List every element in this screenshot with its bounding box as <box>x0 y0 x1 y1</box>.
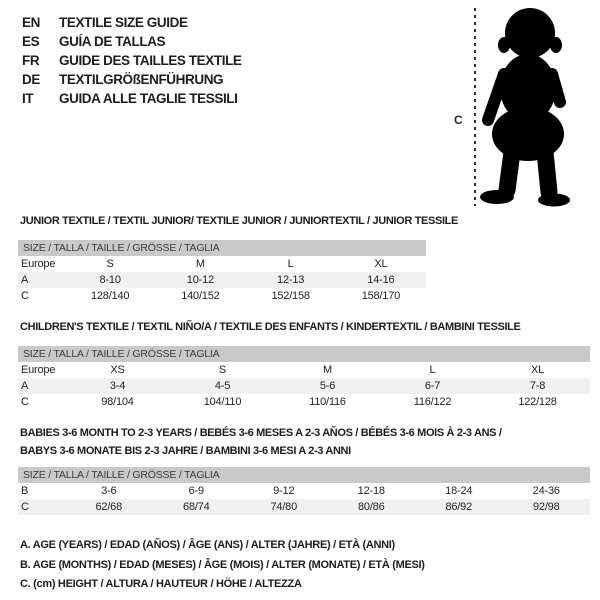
table-cell: 98/104 <box>101 396 134 408</box>
table-cell: 24-36 <box>532 485 560 497</box>
language-label: GUIDE DES TAILLES TEXTILE <box>59 53 242 68</box>
row-label: Europe <box>21 364 56 376</box>
table-cell: S <box>218 364 227 376</box>
table-cell: M <box>323 364 332 376</box>
language-code: FR <box>22 53 40 68</box>
language-code: ES <box>22 34 40 49</box>
row-label: C <box>21 396 29 408</box>
table-cell: 3-6 <box>101 485 117 497</box>
table-cell: 116/122 <box>413 396 452 408</box>
table-cell: 152/158 <box>271 290 310 302</box>
row-label: C <box>21 501 29 513</box>
table-cell: 12-18 <box>357 485 385 497</box>
language-row-fr: FR GUIDE DES TAILLES TEXTILE <box>22 51 242 70</box>
table-cell: 128/140 <box>90 290 130 302</box>
table-cell: 8-10 <box>99 274 121 286</box>
babies-size-table: SIZE / TALLA / TAILLE / GRÖSSE / TAGLIA B… <box>18 467 590 515</box>
language-code: DE <box>22 72 40 87</box>
table-cell: L <box>287 258 294 270</box>
table-cell: XL <box>530 364 545 376</box>
table-cell: XS <box>110 364 125 376</box>
size-table-header: SIZE / TALLA / TAILLE / GRÖSSE / TAGLIA <box>18 346 590 362</box>
children-size-table: SIZE / TALLA / TAILLE / GRÖSSE / TAGLIA E… <box>18 346 590 410</box>
row-label: C <box>21 290 29 302</box>
baby-silhouette-icon <box>480 8 570 207</box>
table-cell: S <box>106 258 114 270</box>
table-row-c: C 128/140 140/152 152/158 158/170 <box>18 288 426 304</box>
table-cell: 62/68 <box>95 501 123 513</box>
table-cell: 9-12 <box>273 485 295 497</box>
row-label: B <box>21 485 29 497</box>
baby-silhouette-graphic: C <box>454 8 570 207</box>
legend-line-b: B. AGE (MONTHS) / EDAD (MESES) / ÂGE (MO… <box>20 558 425 571</box>
table-cell: 6-7 <box>424 380 441 392</box>
measure-code-legend: A. AGE (YEARS) / EDAD (AÑOS) / ÂGE (ANS)… <box>20 536 425 595</box>
table-cell: XL <box>374 258 388 270</box>
table-cell: 86/92 <box>445 501 473 513</box>
table-cell: 92/98 <box>532 501 560 513</box>
table-cell: 104/110 <box>203 396 242 408</box>
row-label: A <box>21 274 29 286</box>
language-row-de: DE TEXTILGRÖßENFÜHRUNG <box>22 70 242 89</box>
table-cell: L <box>429 364 436 376</box>
row-label: Europe <box>21 258 56 270</box>
table-cell: 7-8 <box>529 380 546 392</box>
table-cell: 80/86 <box>357 501 385 513</box>
section-babies-textile: BABIES 3-6 MONTH TO 2-3 YEARS / BEBÉS 3-… <box>18 424 590 515</box>
table-row-europe: Europe S M L XL <box>18 256 426 272</box>
section-title-line: JUNIOR TEXTILE / TEXTIL JUNIOR/ TEXTILE … <box>20 215 459 227</box>
row-label: A <box>21 380 29 392</box>
language-code: EN <box>22 15 40 30</box>
table-row-europe: Europe XS S M L XL <box>18 362 590 378</box>
legend-line-c: C. (cm) HEIGHT / ALTURA / HAUTEUR / HÖHE… <box>20 578 302 590</box>
language-label: TEXTILGRÖßENFÜHRUNG <box>59 72 224 87</box>
table-row-c: C 62/68 68/74 74/80 80/86 86/92 92/98 <box>18 499 590 515</box>
table-row-c: C 98/104 104/110 110/116 116/122 122/128 <box>18 394 590 410</box>
language-row-en: EN TEXTILE SIZE GUIDE <box>22 13 242 32</box>
language-guide: EN TEXTILE SIZE GUIDE ES GUÍA DE TALLAS FR GU… <box>22 13 242 108</box>
section-title: CHILDREN'S TEXTILE / TEXTIL NIÑO/A / TEX… <box>18 318 590 336</box>
table-row-a: A 3-4 4-5 5-6 6-7 7-8 <box>18 378 590 394</box>
table-cell: 122/128 <box>518 396 557 408</box>
junior-size-table: SIZE / TALLA / TAILLE / GRÖSSE / TAGLIA E… <box>18 240 426 304</box>
table-cell: M <box>195 258 205 270</box>
table-row-a: A 8-10 10-12 12-13 14-16 <box>18 272 426 288</box>
table-cell: 68/74 <box>182 501 210 513</box>
table-cell: 140/152 <box>181 290 220 302</box>
section-title-line: BABIES 3-6 MONTH TO 2-3 YEARS / BEBÉS 3-… <box>20 427 502 439</box>
table-cell: 110/116 <box>309 396 346 408</box>
size-table-header: SIZE / TALLA / TAILLE / GRÖSSE / TAGLIA <box>18 240 426 256</box>
table-cell: 158/170 <box>361 290 401 302</box>
size-table-header: SIZE / TALLA / TAILLE / GRÖSSE / TAGLIA <box>18 467 590 483</box>
language-label: GUÍA DE TALLAS <box>59 34 166 49</box>
section-title-line: BABYS 3-6 MONATE BIS 2-3 JAHRE / BAMBINI… <box>20 445 351 457</box>
language-row-es: ES GUÍA DE TALLAS <box>22 32 242 51</box>
table-row-b: B 3-6 6-9 9-12 12-18 18-24 24-36 <box>18 483 590 499</box>
section-title: JUNIOR TEXTILE / TEXTIL JUNIOR/ TEXTILE … <box>18 212 458 230</box>
language-label: GUIDA ALLE TAGLIE TESSILI <box>59 91 238 106</box>
table-cell: 4-5 <box>214 380 231 392</box>
language-code: IT <box>22 91 34 106</box>
language-label: TEXTILE SIZE GUIDE <box>59 15 188 30</box>
table-cell: 6-9 <box>188 485 205 497</box>
section-title: BABIES 3-6 MONTH TO 2-3 YEARS / BEBÉS 3-… <box>18 424 590 460</box>
table-cell: 12-13 <box>277 274 305 286</box>
baby-height-figure: C <box>450 0 600 210</box>
table-cell: 74/80 <box>270 501 298 513</box>
section-children-textile: CHILDREN'S TEXTILE / TEXTIL NIÑO/A / TEX… <box>18 318 590 410</box>
table-cell: 3-4 <box>109 380 126 392</box>
legend-line-a: A. AGE (YEARS) / EDAD (AÑOS) / ÂGE (ANS)… <box>20 539 395 551</box>
section-junior-textile: JUNIOR TEXTILE / TEXTIL JUNIOR/ TEXTILE … <box>18 212 458 304</box>
section-title-line: CHILDREN'S TEXTILE / TEXTIL NIÑO/A / TEX… <box>20 321 521 333</box>
table-cell: 14-16 <box>367 274 395 286</box>
height-measure-label: C <box>454 113 463 127</box>
table-cell: 10-12 <box>186 274 214 286</box>
table-cell: 18-24 <box>445 485 473 497</box>
table-cell: 5-6 <box>319 380 336 392</box>
language-row-it: IT GUIDA ALLE TAGLIE TESSILI <box>22 89 242 108</box>
